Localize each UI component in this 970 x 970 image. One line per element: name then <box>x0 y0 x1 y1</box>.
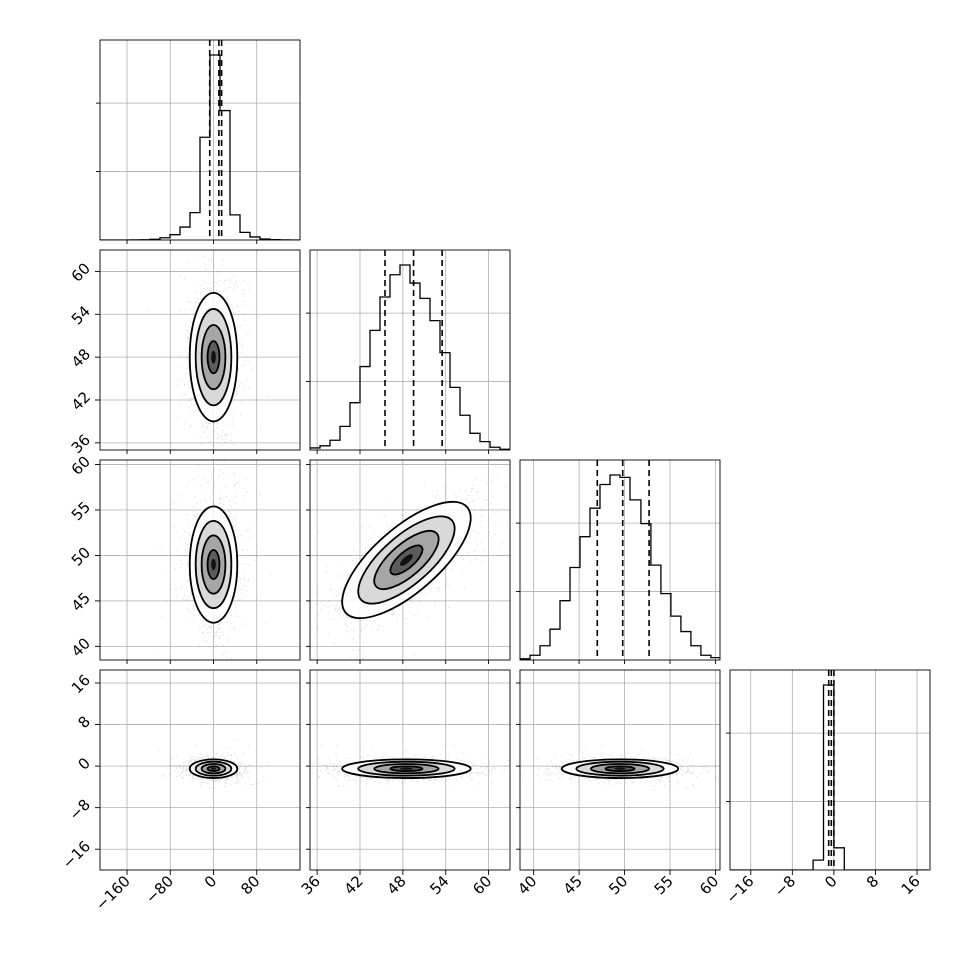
y-tick-label: 55 <box>68 498 94 524</box>
x-tick-label: 16 <box>898 872 924 898</box>
panel-content <box>310 460 510 660</box>
y-tick-label: 54 <box>68 302 94 328</box>
panel-frame <box>99 459 301 661</box>
panel-frame <box>99 39 301 241</box>
y-tick-label: 60 <box>68 453 94 479</box>
panel-frame <box>99 249 301 451</box>
histogram-steps <box>310 264 510 450</box>
panel-frame <box>519 669 721 871</box>
x-tick-label: −80 <box>142 872 177 907</box>
x-tick-label: 0 <box>821 872 840 891</box>
density-contour <box>399 554 413 566</box>
y-tick-label: 50 <box>68 543 94 569</box>
x-tick-label: 60 <box>696 872 722 898</box>
density-panel-0-1 <box>99 249 301 451</box>
scatter-points <box>311 464 510 660</box>
y-tick-label: 40 <box>68 634 94 660</box>
density-panel-0-3 <box>99 669 301 871</box>
x-tick-label: 55 <box>651 872 677 898</box>
histogram-panel-3 <box>726 669 931 871</box>
panel-frame <box>99 669 301 871</box>
x-tick-label: 80 <box>237 872 263 898</box>
x-tick-label: 42 <box>341 872 367 898</box>
x-tick-label: 48 <box>383 872 409 898</box>
x-tick-label: 54 <box>426 872 452 898</box>
x-tick-label: −8 <box>771 872 799 900</box>
panel-frame <box>309 669 511 871</box>
panel-content <box>520 460 720 660</box>
y-tick-label: 16 <box>68 671 94 697</box>
panel-frame <box>309 459 511 661</box>
y-tick-label: 8 <box>75 713 94 732</box>
histogram-steps <box>100 54 300 240</box>
panel-content <box>310 250 510 450</box>
y-tick-label: −8 <box>66 796 94 824</box>
density-panel-1-2 <box>309 459 511 661</box>
panel-frame <box>309 249 511 451</box>
panel-frame <box>729 669 931 871</box>
histogram-steps <box>520 474 720 660</box>
x-tick-label: 45 <box>560 872 586 898</box>
histogram-panel-2 <box>516 459 721 661</box>
histogram-panel-0 <box>96 39 301 241</box>
y-tick-label: 0 <box>75 754 94 773</box>
y-tick-label: −16 <box>59 837 94 872</box>
histogram-panel-1 <box>306 249 511 451</box>
x-tick-label: 36 <box>298 872 324 898</box>
density-contour <box>211 767 216 770</box>
panel-content <box>100 460 300 660</box>
y-tick-label: 45 <box>68 589 94 615</box>
panel-content <box>310 670 510 870</box>
y-tick-label: 42 <box>68 388 94 414</box>
panel-content <box>730 670 930 870</box>
x-tick-label: 50 <box>605 872 631 898</box>
panel-content <box>100 250 300 450</box>
density-contour <box>211 350 216 364</box>
panel-content <box>520 670 720 870</box>
x-tick-label: −16 <box>722 872 757 907</box>
density-contour <box>211 558 216 571</box>
x-tick-label: 0 <box>201 872 220 891</box>
y-tick-label: 48 <box>68 345 94 371</box>
panel-content <box>100 670 300 870</box>
density-contour <box>614 767 626 770</box>
x-tick-label: 40 <box>514 872 540 898</box>
density-contour <box>400 767 413 770</box>
panel-frame <box>519 459 721 661</box>
x-tick-label: 60 <box>469 872 495 898</box>
x-tick-label: −160 <box>92 872 134 914</box>
density-panel-1-3 <box>309 669 511 871</box>
y-tick-label: 60 <box>68 259 94 285</box>
density-panel-0-2 <box>99 459 301 661</box>
density-panel-2-3 <box>519 669 721 871</box>
x-tick-label: 8 <box>863 872 882 891</box>
panel-content <box>100 40 300 240</box>
